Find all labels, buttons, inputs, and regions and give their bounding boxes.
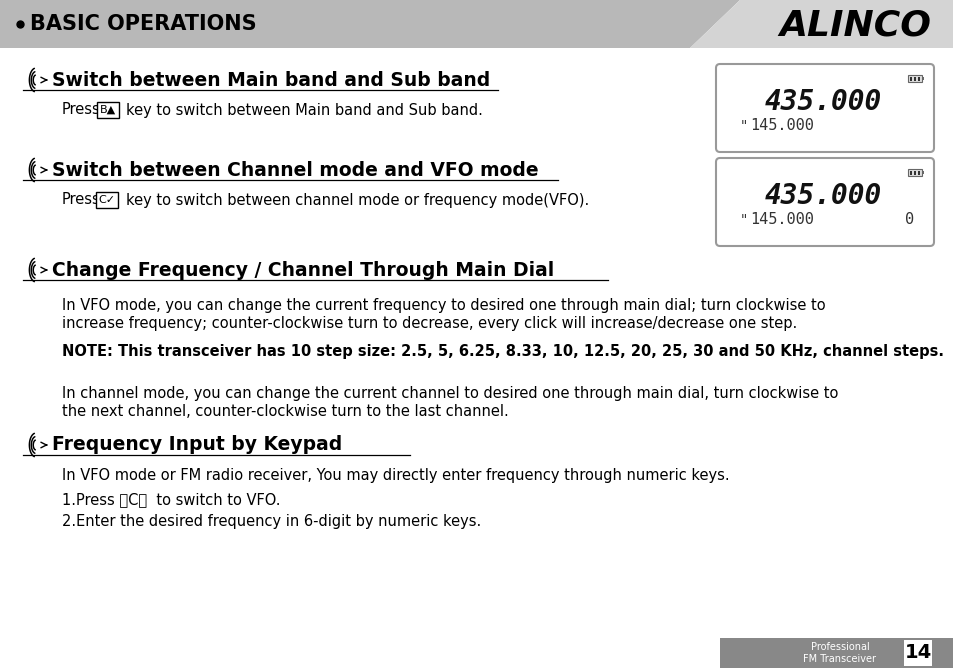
Bar	[921, 77, 923, 80]
FancyBboxPatch shape	[716, 158, 933, 246]
Text: In VFO mode, you can change the current frequency to desired one through main di: In VFO mode, you can change the current …	[62, 298, 824, 313]
Text: Switch between Channel mode and VFO mode: Switch between Channel mode and VFO mode	[52, 160, 538, 180]
Text: increase frequency; counter-clockwise turn to decrease, every click will increas: increase frequency; counter-clockwise tu…	[62, 316, 797, 331]
Text: 435.000: 435.000	[763, 88, 881, 116]
FancyBboxPatch shape	[716, 64, 933, 152]
Text: Change Frequency / Channel Through Main Dial: Change Frequency / Channel Through Main …	[52, 261, 554, 279]
Text: ": "	[740, 212, 747, 226]
Polygon shape	[689, 0, 953, 48]
Bar	[909, 170, 911, 174]
Bar	[907, 75, 921, 82]
Text: Press: Press	[62, 102, 101, 118]
Bar	[720, 638, 953, 668]
Text: Switch between Main band and Sub band: Switch between Main band and Sub band	[52, 71, 490, 90]
Text: Professional: Professional	[810, 642, 868, 652]
Text: 14: 14	[903, 643, 931, 663]
Text: ALINCO: ALINCO	[779, 9, 930, 43]
Bar	[917, 77, 920, 81]
Bar	[917, 170, 920, 174]
Text: FM Transceiver: FM Transceiver	[802, 654, 876, 664]
Bar	[913, 77, 916, 81]
Text: 145.000: 145.000	[749, 118, 813, 133]
Text: NOTE: This transceiver has 10 step size: 2.5, 5, 6.25, 8.33, 10, 12.5, 20, 25, 3: NOTE: This transceiver has 10 step size:…	[62, 344, 943, 359]
Text: 1.Press 「C」  to switch to VFO.: 1.Press 「C」 to switch to VFO.	[62, 492, 280, 507]
Text: BASIC OPERATIONS: BASIC OPERATIONS	[30, 14, 256, 34]
Bar	[913, 170, 916, 174]
Text: the next channel, counter-clockwise turn to the last channel.: the next channel, counter-clockwise turn…	[62, 404, 508, 419]
Text: 2.Enter the desired frequency in 6-digit by numeric keys.: 2.Enter the desired frequency in 6-digit…	[62, 514, 480, 529]
Text: Press: Press	[62, 192, 101, 208]
Text: key to switch between channel mode or frequency mode(VFO).: key to switch between channel mode or fr…	[126, 192, 589, 208]
Bar	[907, 169, 921, 176]
Text: In VFO mode or FM radio receiver, You may directly enter frequency through numer: In VFO mode or FM radio receiver, You ma…	[62, 468, 729, 483]
Text: In channel mode, you can change the current channel to desired one through main : In channel mode, you can change the curr…	[62, 386, 838, 401]
Text: 435.000: 435.000	[763, 182, 881, 210]
Polygon shape	[0, 0, 740, 48]
Bar	[903, 640, 931, 666]
Text: 0: 0	[904, 212, 914, 227]
Text: C✓: C✓	[98, 195, 115, 205]
Text: Frequency Input by Keypad: Frequency Input by Keypad	[52, 436, 342, 454]
Text: B▲: B▲	[100, 105, 116, 115]
Text: 145.000: 145.000	[749, 212, 813, 227]
Bar	[921, 171, 923, 174]
Text: key to switch between Main band and Sub band.: key to switch between Main band and Sub …	[126, 102, 482, 118]
Bar	[909, 77, 911, 81]
Text: ": "	[740, 119, 747, 133]
